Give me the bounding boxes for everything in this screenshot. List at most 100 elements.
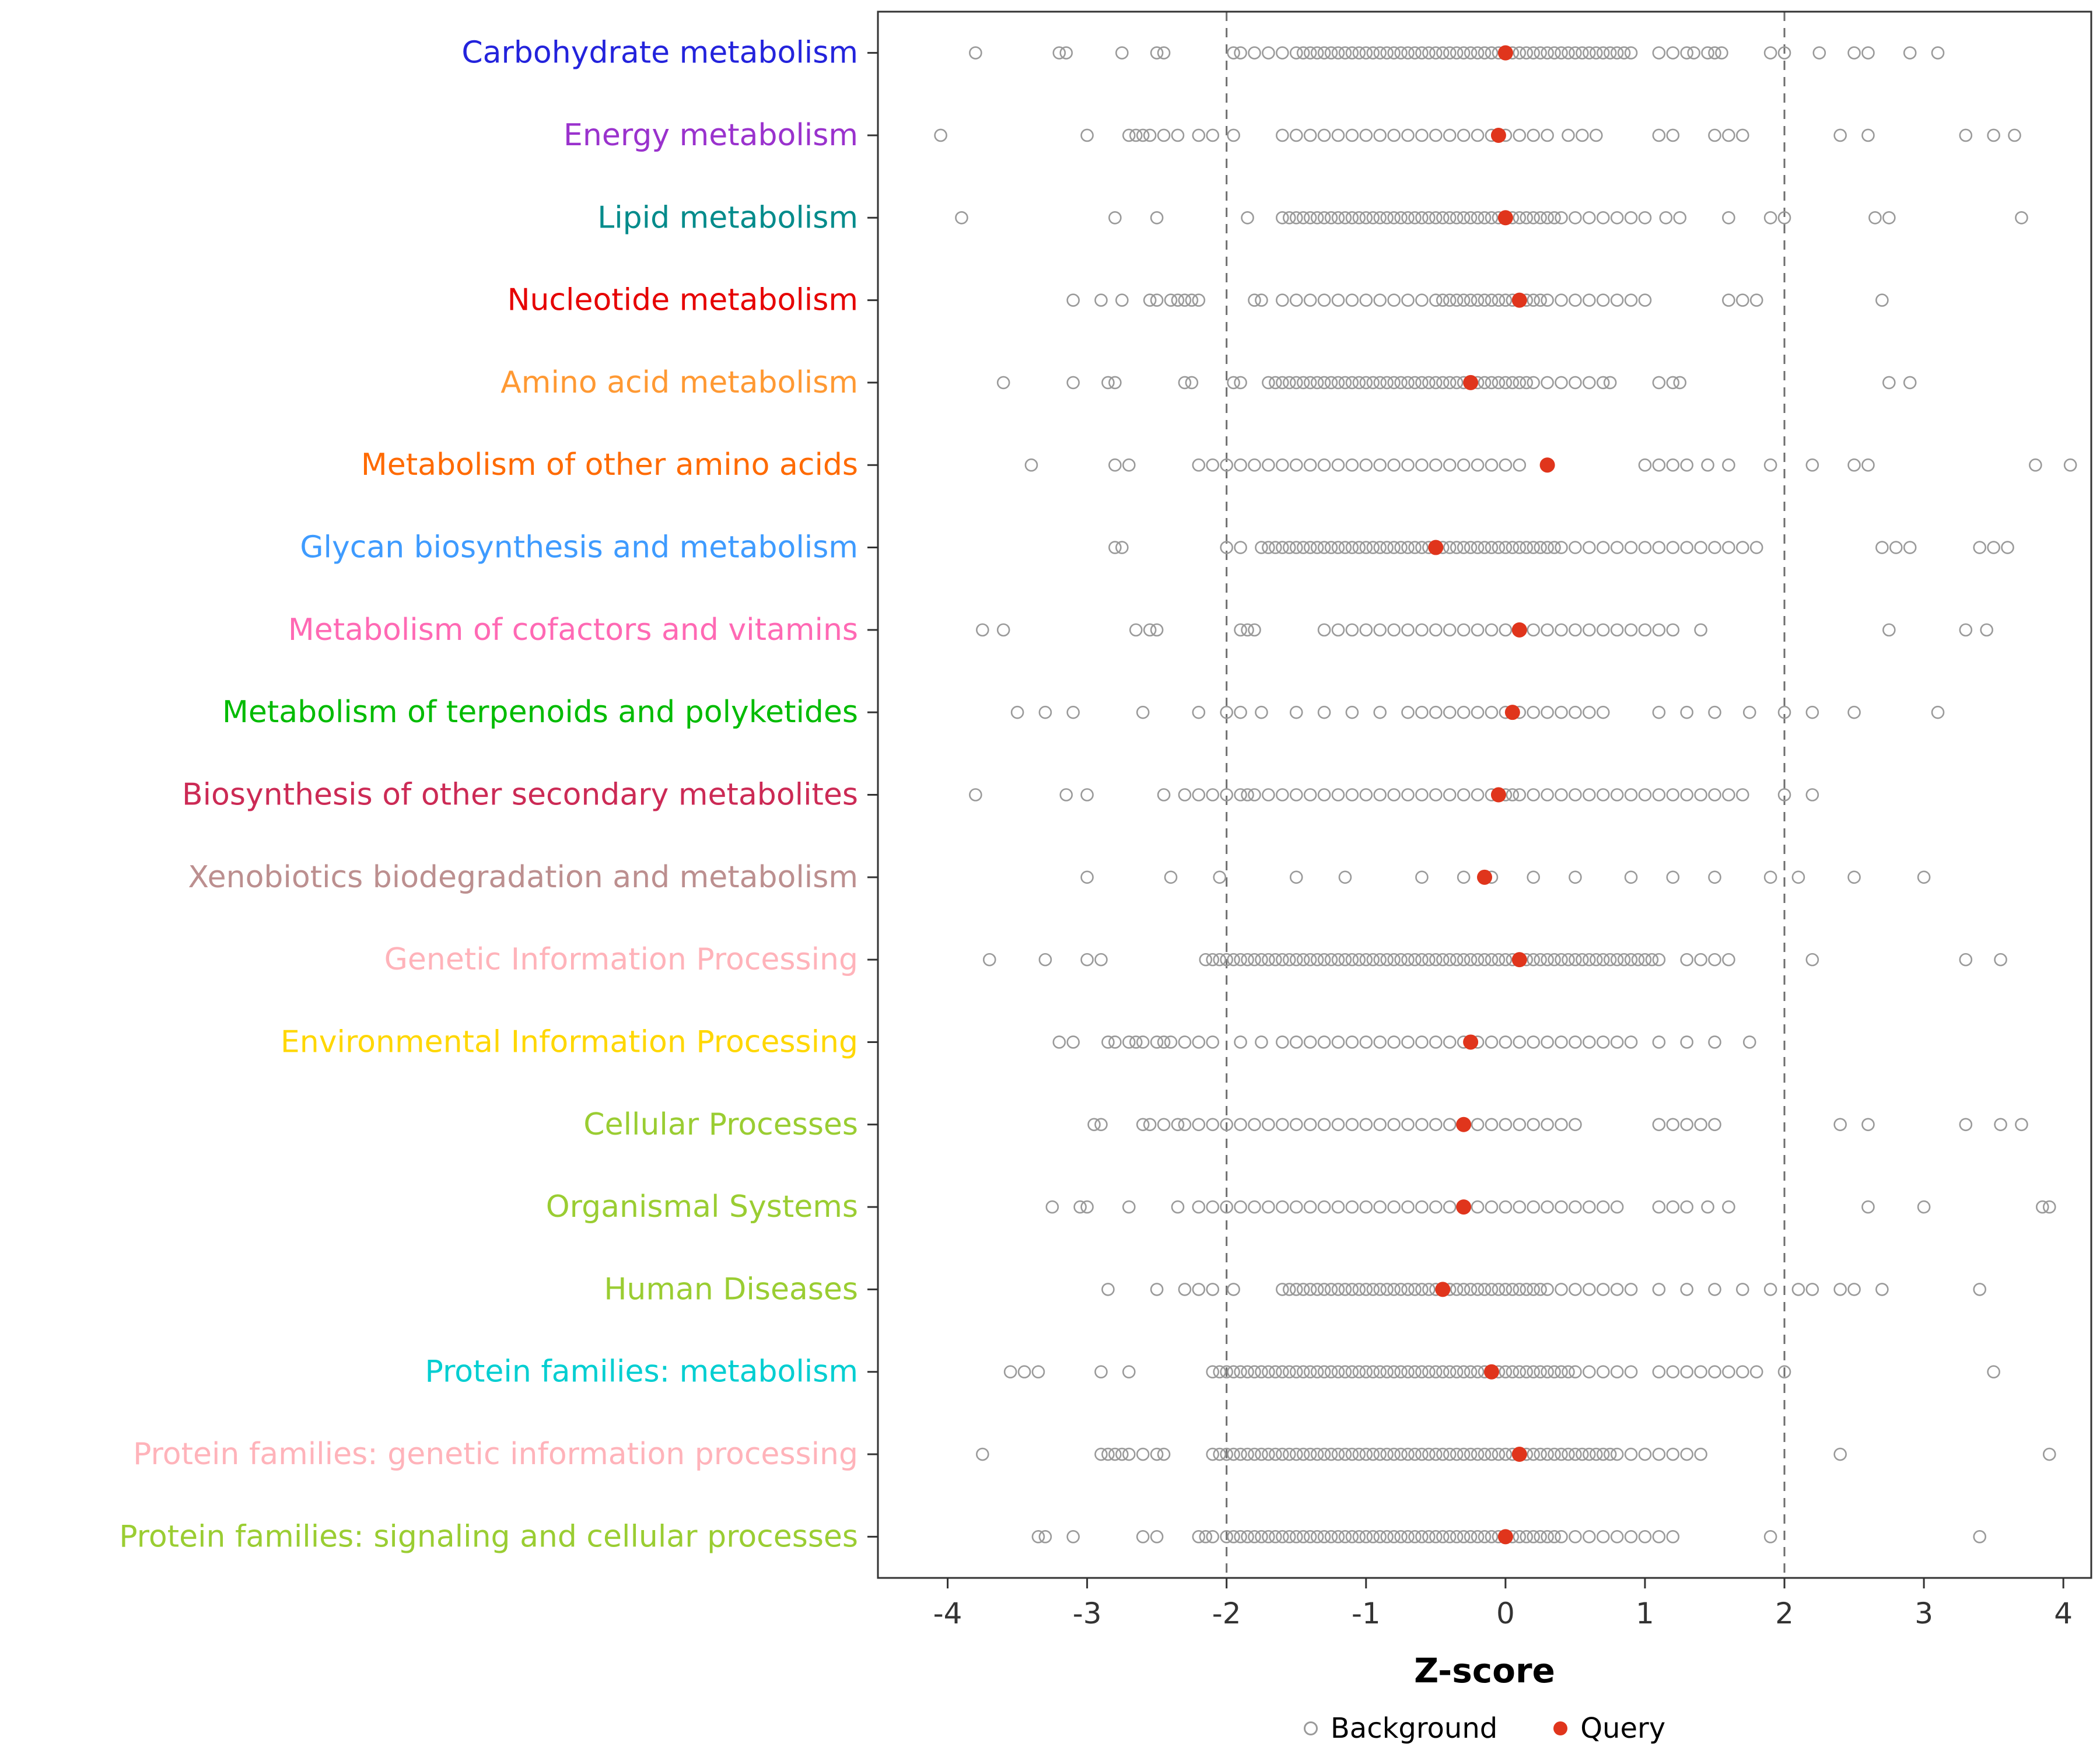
background-point — [1401, 211, 1415, 225]
background-point — [1094, 1365, 1108, 1379]
background-point — [1241, 1447, 1254, 1461]
background-point — [1227, 376, 1240, 390]
background-point — [1569, 1365, 1582, 1379]
background-point — [1959, 623, 1973, 637]
background-point — [1352, 46, 1366, 60]
background-point — [1338, 46, 1352, 60]
background-point — [1289, 788, 1303, 802]
background-point — [1241, 953, 1254, 967]
background-point — [1652, 1035, 1666, 1049]
background-point — [1541, 705, 1554, 719]
background-point — [2008, 128, 2021, 142]
background-point — [1994, 953, 2007, 967]
background-point — [1429, 1200, 1443, 1214]
background-point — [1603, 46, 1617, 60]
background-point — [1255, 705, 1268, 719]
background-point — [1108, 458, 1122, 472]
background-point — [1652, 458, 1666, 472]
background-point — [1282, 541, 1296, 554]
background-point — [1136, 705, 1150, 719]
background-point — [1080, 953, 1094, 967]
background-point — [1791, 1283, 1805, 1296]
background-point — [1157, 128, 1171, 142]
background-point — [1345, 376, 1359, 390]
background-point — [1234, 1447, 1247, 1461]
background-point — [1408, 46, 1422, 60]
background-point — [1213, 1365, 1227, 1379]
background-point — [1429, 788, 1443, 802]
background-point — [1408, 541, 1422, 554]
background-point — [1255, 293, 1268, 307]
background-point — [1666, 870, 1680, 884]
background-point — [1276, 1283, 1289, 1296]
background-point — [1282, 1530, 1296, 1544]
background-point — [1241, 1530, 1254, 1544]
background-point — [1492, 953, 1506, 967]
background-point — [1422, 1447, 1436, 1461]
background-point — [1206, 1283, 1220, 1296]
background-point — [1059, 46, 1073, 60]
background-point — [1303, 1447, 1317, 1461]
background-point — [1289, 705, 1303, 719]
background-point — [1415, 1118, 1429, 1132]
background-point — [1583, 376, 1596, 390]
background-point — [1422, 1283, 1436, 1296]
background-point — [1380, 541, 1394, 554]
background-point — [1338, 1530, 1352, 1544]
background-point — [1115, 1447, 1129, 1461]
background-point — [1499, 541, 1513, 554]
background-point — [1366, 46, 1380, 60]
background-point — [1101, 376, 1115, 390]
x-axis-tick-label: 1 — [1636, 1597, 1654, 1630]
background-point — [1805, 788, 1819, 802]
background-point — [1255, 1035, 1268, 1049]
x-axis-tick-label: 4 — [2054, 1597, 2073, 1630]
background-point — [1303, 458, 1317, 472]
background-point — [1310, 46, 1324, 60]
background-point — [1763, 1283, 1777, 1296]
background-point — [1555, 1035, 1568, 1049]
background-point — [1638, 953, 1652, 967]
background-point — [1457, 705, 1471, 719]
background-point — [1457, 1447, 1471, 1461]
background-point — [1066, 705, 1080, 719]
background-point — [1506, 376, 1520, 390]
background-point — [1373, 1447, 1387, 1461]
background-point — [1324, 376, 1338, 390]
background-point — [1457, 1283, 1471, 1296]
background-point — [1387, 1118, 1401, 1132]
background-point — [1248, 1365, 1261, 1379]
background-point — [1108, 1447, 1122, 1461]
background-point — [1569, 788, 1582, 802]
background-point — [1387, 1530, 1401, 1544]
background-point — [1861, 128, 1875, 142]
background-point — [1492, 293, 1506, 307]
background-point — [1520, 1530, 1534, 1544]
category-label: Nucleotide metabolism — [508, 283, 858, 318]
background-point — [1366, 211, 1380, 225]
legend: Background Query — [878, 1712, 2091, 1745]
background-point — [1638, 1447, 1652, 1461]
background-point — [1150, 211, 1164, 225]
background-point — [1680, 46, 1693, 60]
background-point — [1569, 376, 1582, 390]
background-point — [1422, 1530, 1436, 1544]
background-point — [1136, 1118, 1150, 1132]
background-point — [1562, 46, 1575, 60]
background-point — [1548, 1365, 1561, 1379]
category-label: Lipid metabolism — [597, 200, 858, 235]
background-point — [1513, 1365, 1527, 1379]
background-point — [1038, 953, 1052, 967]
background-point — [1569, 211, 1582, 225]
legend-background-label: Background — [1330, 1712, 1498, 1745]
background-point — [1220, 541, 1234, 554]
background-point — [2042, 1447, 2056, 1461]
background-point — [1220, 1200, 1234, 1214]
background-point — [2015, 211, 2028, 225]
category-label: Genetic Information Processing — [384, 942, 858, 977]
background-point — [1624, 788, 1638, 802]
x-axis-tick-label: 0 — [1496, 1597, 1515, 1630]
background-point — [1248, 788, 1261, 802]
background-point — [1624, 541, 1638, 554]
